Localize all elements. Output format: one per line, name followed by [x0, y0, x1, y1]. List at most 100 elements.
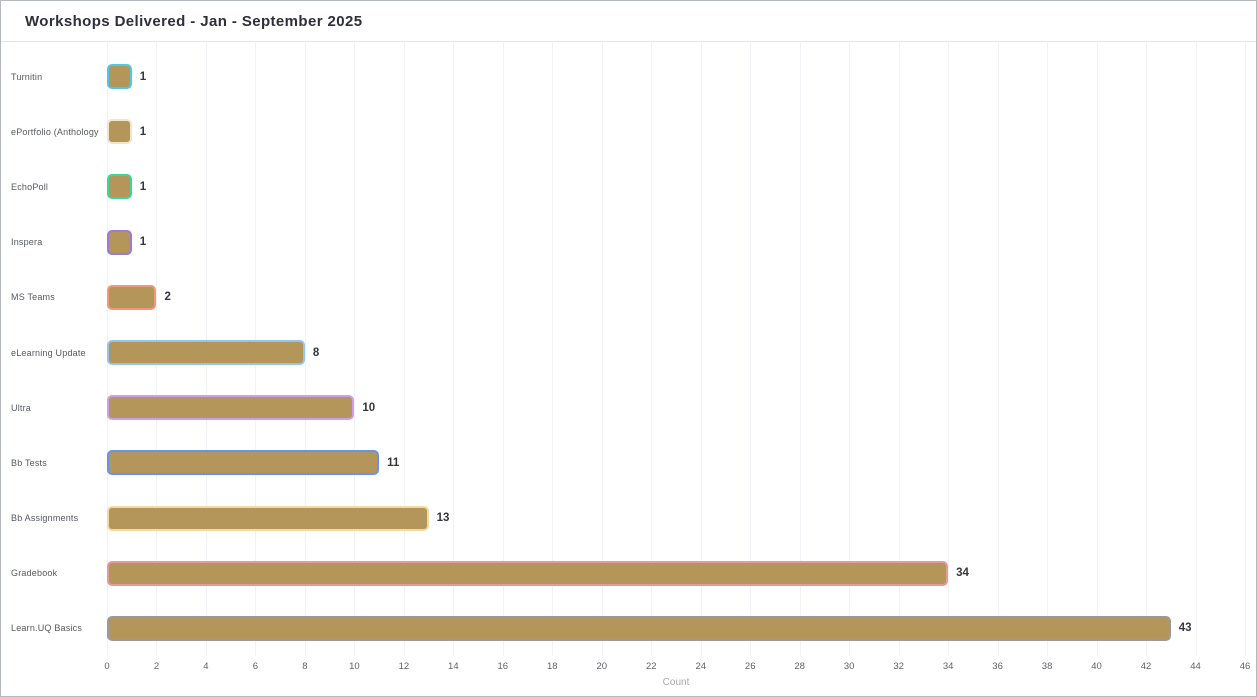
- bar-value-label: 1: [139, 180, 147, 193]
- bar-row: Turnitin 1: [1, 49, 1245, 104]
- x-tick-label: 40: [1091, 661, 1102, 672]
- gridline: [601, 43, 603, 656]
- bar[interactable]: [107, 615, 1171, 641]
- gridline: [552, 43, 554, 656]
- x-tick-label: 30: [843, 661, 855, 672]
- bar-value-label: 43: [1178, 622, 1192, 635]
- bar-row: ePortfolio (Anthology 1: [1, 104, 1245, 159]
- x-tick-label: 36: [992, 661, 1003, 672]
- bar-area: 8: [107, 325, 1245, 380]
- x-tick-label: 24: [695, 661, 707, 672]
- bar-value-label: 8: [312, 346, 320, 359]
- bar-area: 43: [107, 601, 1245, 656]
- bar-value-label: 1: [139, 125, 147, 138]
- bar-row: Gradebook 34: [1, 546, 1245, 601]
- x-axis-label: Count: [662, 677, 690, 688]
- category-label: MS Teams: [11, 292, 55, 303]
- x-tick-label: 34: [942, 661, 954, 672]
- gridline: [997, 43, 999, 656]
- category-label: Gradebook: [11, 568, 58, 579]
- category-label: Bb Assignments: [11, 513, 79, 524]
- bar-row: EchoPoll 1: [1, 159, 1245, 214]
- gridline: [700, 43, 702, 656]
- x-tick-label: 2: [153, 661, 160, 672]
- bar[interactable]: [107, 450, 380, 476]
- bar-row: Ultra 10: [1, 380, 1245, 435]
- gridline: [453, 43, 455, 656]
- bar[interactable]: [107, 64, 132, 90]
- bar-value-label: 2: [164, 291, 171, 304]
- bar-row: eLearning Update 8: [1, 325, 1245, 380]
- bar-area: 1: [107, 215, 1245, 270]
- category-label: Ultra: [11, 402, 32, 413]
- category-label: ePortfolio (Anthology: [11, 126, 99, 137]
- x-tick-label: 46: [1239, 661, 1251, 672]
- bar[interactable]: [107, 560, 949, 586]
- gridline: [1245, 43, 1246, 656]
- gridline: [898, 43, 900, 656]
- x-tick-label: 38: [1041, 661, 1053, 672]
- bar-area: 10: [107, 380, 1245, 435]
- bar-value-label: 34: [956, 567, 969, 580]
- bar[interactable]: [107, 395, 355, 421]
- gridline: [403, 43, 405, 656]
- category-label: Learn.UQ Basics: [11, 623, 83, 634]
- bar-value-label: 10: [362, 401, 376, 414]
- gridline: [1096, 43, 1098, 656]
- x-tick-label: 0: [104, 661, 110, 672]
- bar[interactable]: [107, 119, 132, 145]
- bar-row: MS Teams 2: [1, 270, 1245, 325]
- gridline: [502, 43, 504, 656]
- x-tick-label: 14: [448, 661, 459, 672]
- x-tick-label: 20: [596, 661, 608, 672]
- bar-value-label: 11: [387, 456, 400, 469]
- x-tick-label: 32: [893, 661, 904, 672]
- bar-rows: Turnitin 1 ePortfolio (Anthology 1 EchoPoll 1…: [1, 49, 1245, 656]
- category-label: Bb Tests: [11, 457, 47, 468]
- gridline: [1146, 43, 1148, 656]
- bar[interactable]: [107, 340, 305, 366]
- bar-area: 11: [107, 435, 1245, 490]
- chart-title: Workshops Delivered - Jan - September 20…: [25, 12, 363, 30]
- x-tick-label: 4: [203, 661, 209, 672]
- bar-area: 34: [107, 546, 1245, 601]
- x-tick-label: 26: [744, 661, 756, 672]
- x-tick-label: 10: [349, 661, 360, 672]
- chart-header: Workshops Delivered - Jan - September 20…: [1, 1, 1256, 42]
- chart-plot: Turnitin 1 ePortfolio (Anthology 1 EchoPoll 1…: [1, 43, 1256, 696]
- gridline: [1195, 43, 1197, 656]
- gridline: [354, 43, 356, 656]
- bar[interactable]: [107, 284, 157, 310]
- category-label: Inspera: [11, 237, 43, 248]
- x-tick-label: 12: [398, 661, 410, 672]
- bar-row: Learn.UQ Basics 43: [1, 601, 1245, 656]
- x-tick-label: 44: [1190, 661, 1201, 672]
- gridline: [304, 43, 306, 656]
- bar-area: 2: [107, 270, 1245, 325]
- bar[interactable]: [107, 174, 132, 200]
- bar-row: Bb Tests 11: [1, 435, 1245, 490]
- category-label: Turnitin: [11, 71, 43, 82]
- x-tick-label: 42: [1140, 661, 1152, 672]
- gridline: [651, 43, 653, 656]
- bar-area: 1: [107, 104, 1245, 159]
- category-label: EchoPoll: [11, 181, 49, 192]
- bar-value-label: 1: [139, 236, 147, 249]
- bar[interactable]: [107, 229, 132, 255]
- bar[interactable]: [107, 505, 429, 531]
- bar-row: Bb Assignments 13: [1, 491, 1245, 546]
- gridline: [849, 43, 851, 656]
- bar-value-label: 13: [436, 512, 450, 525]
- bar-value-label: 1: [139, 70, 147, 83]
- x-tick-label: 18: [547, 661, 558, 672]
- gridline: [799, 43, 801, 656]
- bar-area: 1: [107, 49, 1245, 104]
- gridline: [1047, 43, 1049, 656]
- bar-area: 1: [107, 159, 1245, 214]
- x-tick-label: 22: [645, 661, 657, 672]
- x-tick-label: 16: [497, 661, 509, 672]
- bar-row: Inspera 1: [1, 215, 1245, 270]
- gridline: [948, 43, 950, 656]
- category-label: eLearning Update: [11, 347, 86, 358]
